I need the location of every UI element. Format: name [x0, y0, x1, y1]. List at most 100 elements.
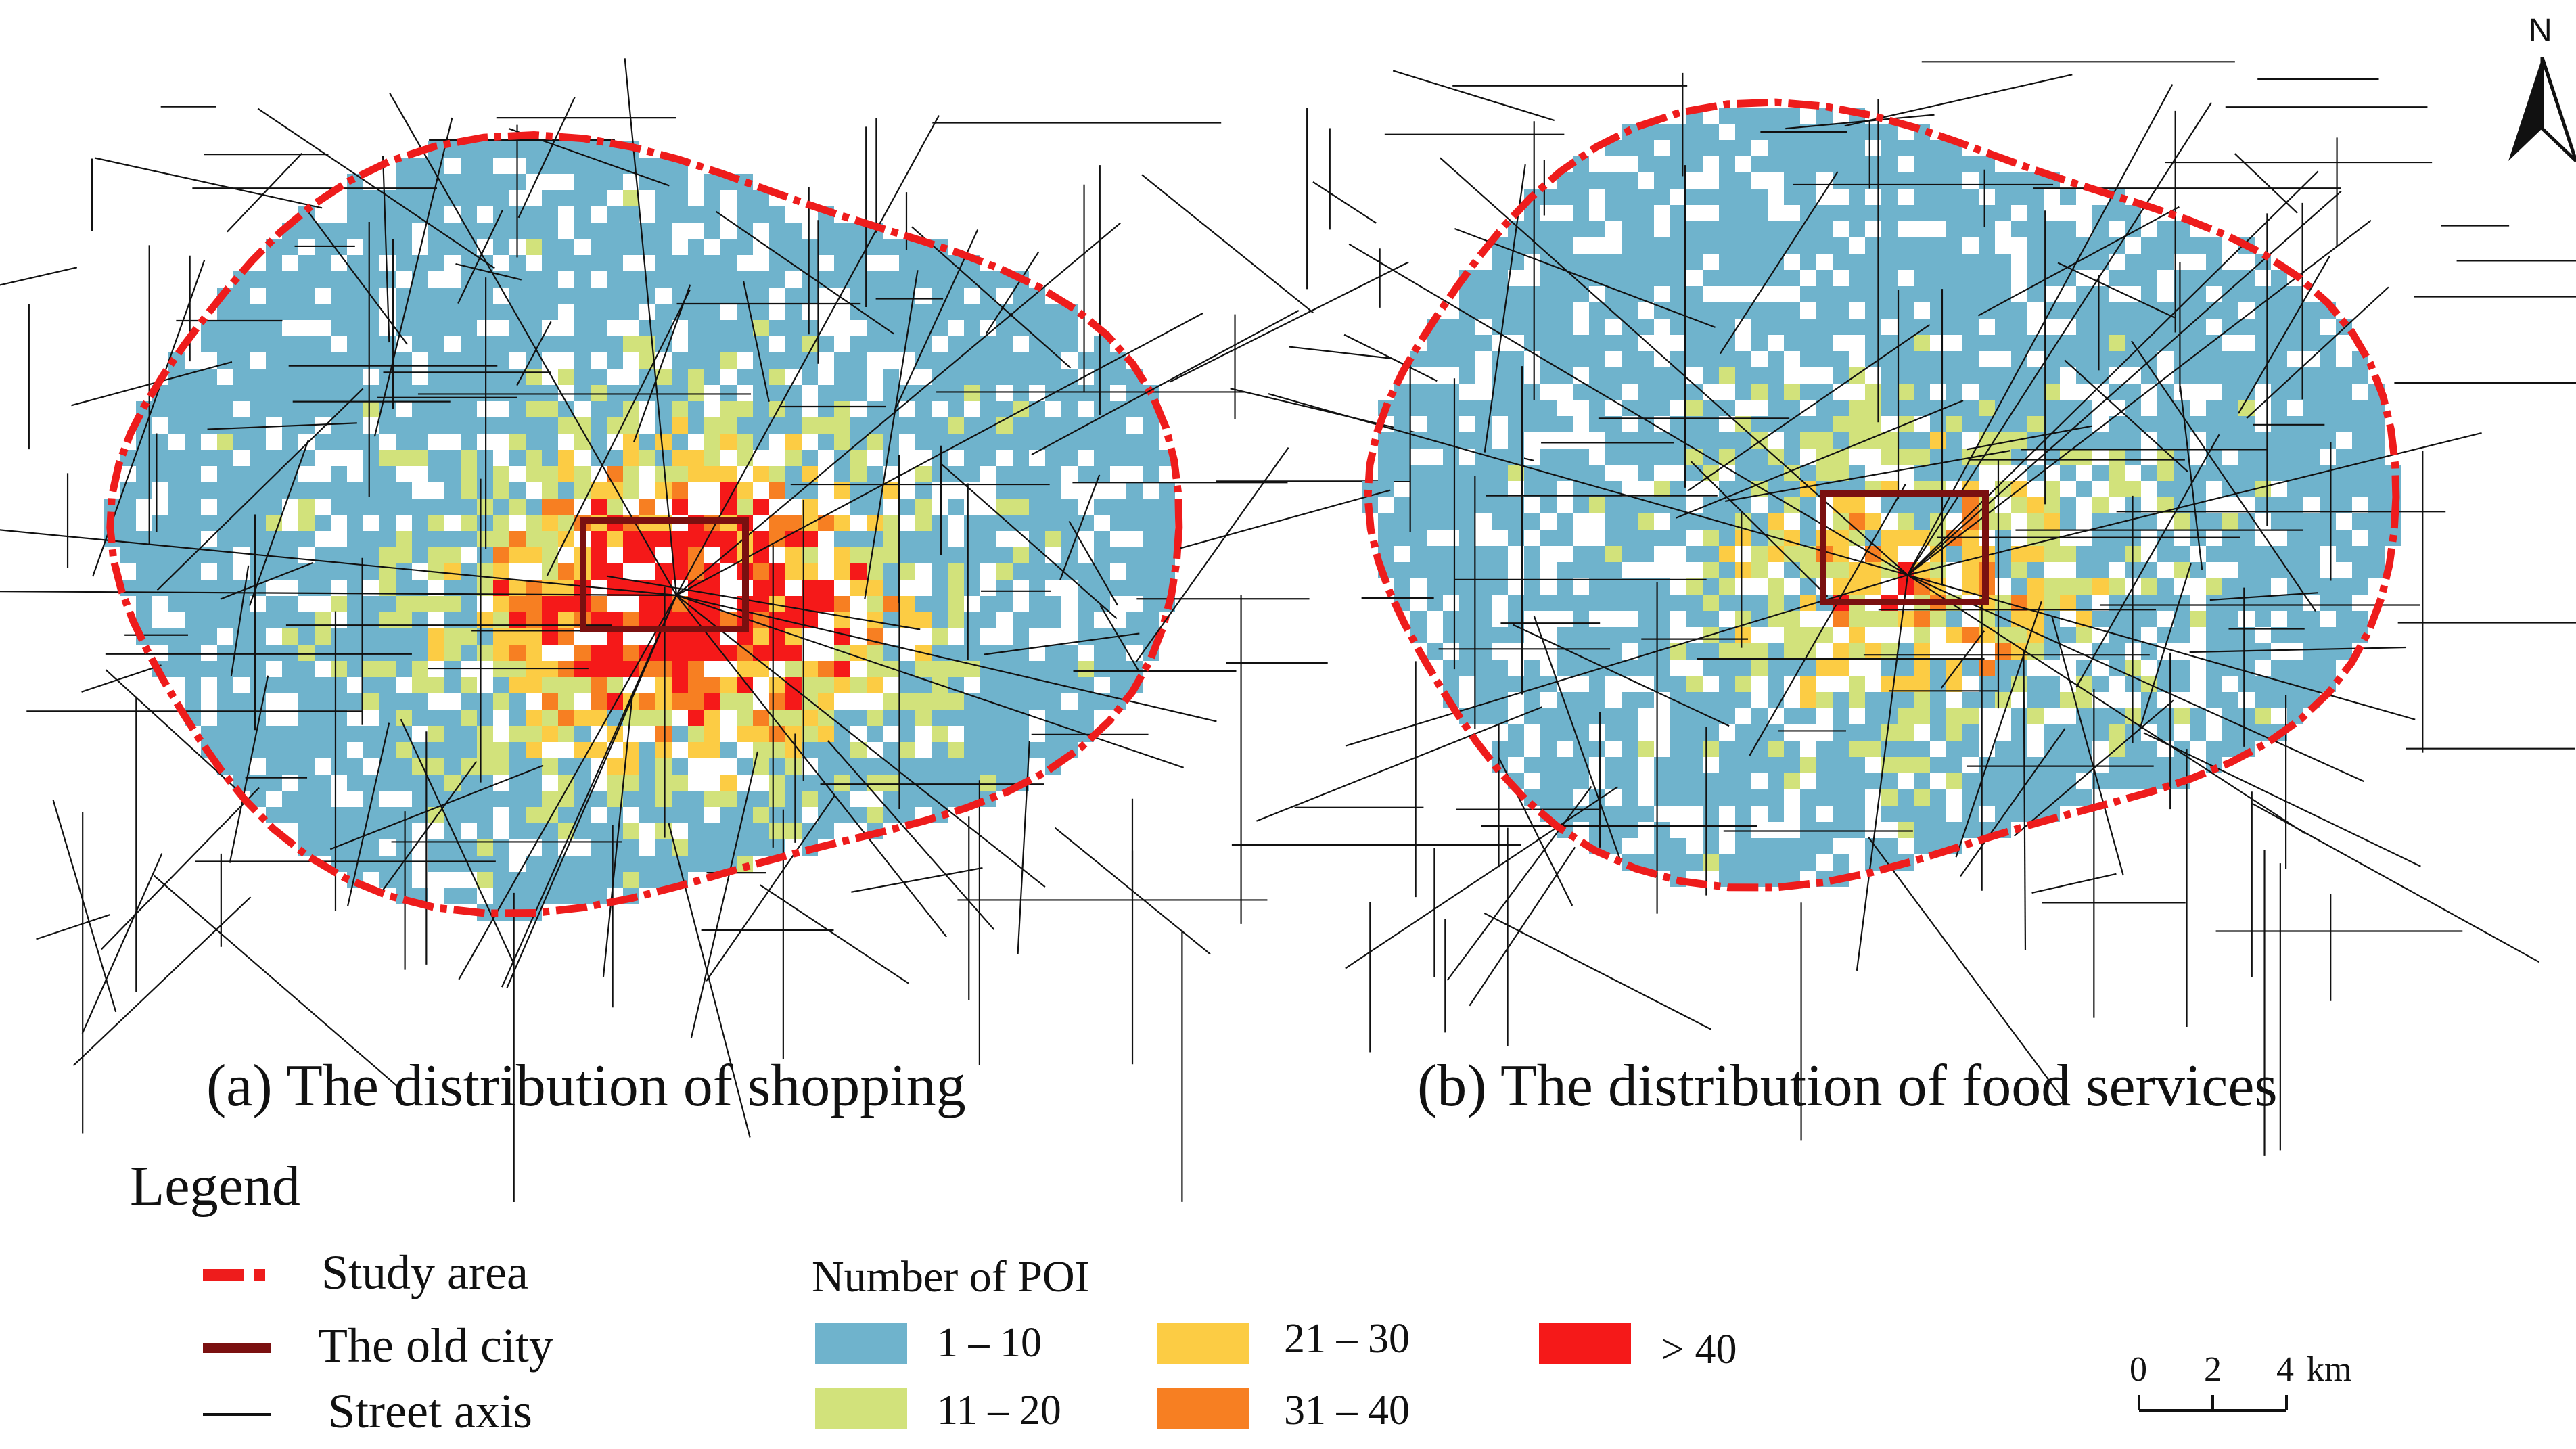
- poi-cell: [1589, 708, 1605, 724]
- poi-cell: [1898, 172, 1914, 189]
- poi-cell: [363, 450, 380, 466]
- poi-cell: [769, 320, 785, 336]
- poi-cell: [867, 580, 883, 596]
- poi-cell: [461, 304, 477, 320]
- poi-cell: [412, 401, 428, 417]
- poi-cell: [785, 775, 802, 791]
- poi-cell: [883, 547, 899, 564]
- poi-cell: [2206, 627, 2222, 643]
- poi-cell: [1686, 789, 1703, 806]
- poi-cell: [558, 450, 574, 466]
- poi-cell: [1930, 611, 1946, 627]
- scale-tick-2: 2: [2204, 1350, 2222, 1389]
- poi-cell: [444, 547, 461, 564]
- poi-cell: [331, 823, 347, 840]
- map-food-services[interactable]: [1031, 61, 2576, 1156]
- poi-cell: [1751, 838, 1768, 854]
- poi-cell: [1703, 302, 1719, 319]
- poi-cell: [1605, 335, 1622, 351]
- poi-cell: [769, 580, 785, 596]
- poi-cell: [656, 239, 672, 255]
- poi-cell: [1719, 140, 1735, 156]
- poi-cell: [1492, 448, 1508, 465]
- poi-cell: [2125, 432, 2141, 448]
- poi-cell: [1378, 513, 1394, 530]
- poi-cell: [1589, 595, 1605, 611]
- poi-cell: [1492, 465, 1508, 481]
- poi-cell: [201, 515, 217, 531]
- poi-cell: [363, 223, 380, 239]
- poi-cell: [250, 482, 266, 499]
- map-shopping[interactable]: [0, 58, 1534, 1202]
- poi-cell: [785, 807, 802, 823]
- poi-cell: [2320, 351, 2336, 367]
- poi-cell: [1605, 302, 1622, 319]
- poi-cell: [331, 693, 347, 710]
- poi-cell: [785, 547, 802, 564]
- poi-cell: [1735, 773, 1751, 789]
- poi-cell: [1914, 205, 1930, 221]
- poi-cell: [282, 791, 298, 807]
- poi-cell: [509, 369, 526, 385]
- poi-cell: [1881, 254, 1898, 270]
- poi-cell: [347, 758, 363, 775]
- poi-cell: [558, 726, 574, 742]
- poi-cell: [363, 190, 380, 206]
- poi-cell: [769, 401, 785, 417]
- poi-cell: [526, 645, 542, 661]
- poi-cell: [932, 726, 948, 742]
- poi-cell: [1638, 660, 1654, 676]
- poi-cell: [1946, 384, 1962, 400]
- poi-cell: [1061, 450, 1078, 466]
- poi-cell: [1914, 611, 1930, 627]
- poi-cell: [785, 466, 802, 482]
- poi-cell: [1524, 546, 1540, 562]
- poi-cell: [477, 304, 493, 320]
- poi-cell: [298, 645, 315, 661]
- poi-cell: [2320, 513, 2336, 530]
- poi-cell: [1394, 497, 1410, 513]
- poi-cell: [412, 158, 428, 174]
- poi-cell: [2352, 546, 2368, 562]
- poi-cell: [948, 710, 964, 726]
- poi-cell: [1654, 481, 1670, 497]
- poi-cell: [2157, 335, 2174, 351]
- poi-cell: [1622, 172, 1638, 189]
- poi-cell: [1013, 645, 1029, 661]
- poi-cell: [1589, 335, 1605, 351]
- poi-cell: [656, 677, 672, 693]
- poi-cell: [639, 499, 656, 515]
- poi-cell: [396, 726, 412, 742]
- poi-cell: [1914, 448, 1930, 465]
- poi-cell: [185, 677, 201, 693]
- poi-cell: [477, 141, 493, 158]
- poi-cell: [2076, 481, 2092, 497]
- poi-cell: [915, 547, 932, 564]
- poi-cell: [623, 385, 639, 401]
- poi-cell: [1898, 448, 1914, 465]
- poi-cell: [753, 466, 769, 482]
- poi-cell: [1914, 773, 1930, 789]
- poi-cell: [461, 612, 477, 628]
- poi-cell: [948, 385, 964, 401]
- poi-cell: [1703, 806, 1719, 822]
- poi-cell: [1703, 319, 1719, 335]
- poi-cell: [1029, 693, 1045, 710]
- poi-cell: [396, 628, 412, 645]
- poi-cell: [2109, 481, 2125, 497]
- poi-cell: [915, 612, 932, 628]
- poi-cell: [347, 482, 363, 499]
- poi-cell: [1833, 351, 1849, 367]
- poi-cell: [477, 482, 493, 499]
- poi-cell: [574, 742, 591, 758]
- poi-cell: [802, 239, 818, 255]
- poi-cell: [656, 693, 672, 710]
- poi-cell: [1735, 838, 1751, 854]
- poi-cell: [298, 450, 315, 466]
- poi-cell: [1768, 367, 1784, 384]
- poi-cell: [639, 758, 656, 775]
- poi-cell: [1557, 286, 1573, 302]
- poi-cell: [574, 856, 591, 872]
- poi-cell: [2303, 513, 2320, 530]
- poi-cell: [444, 288, 461, 304]
